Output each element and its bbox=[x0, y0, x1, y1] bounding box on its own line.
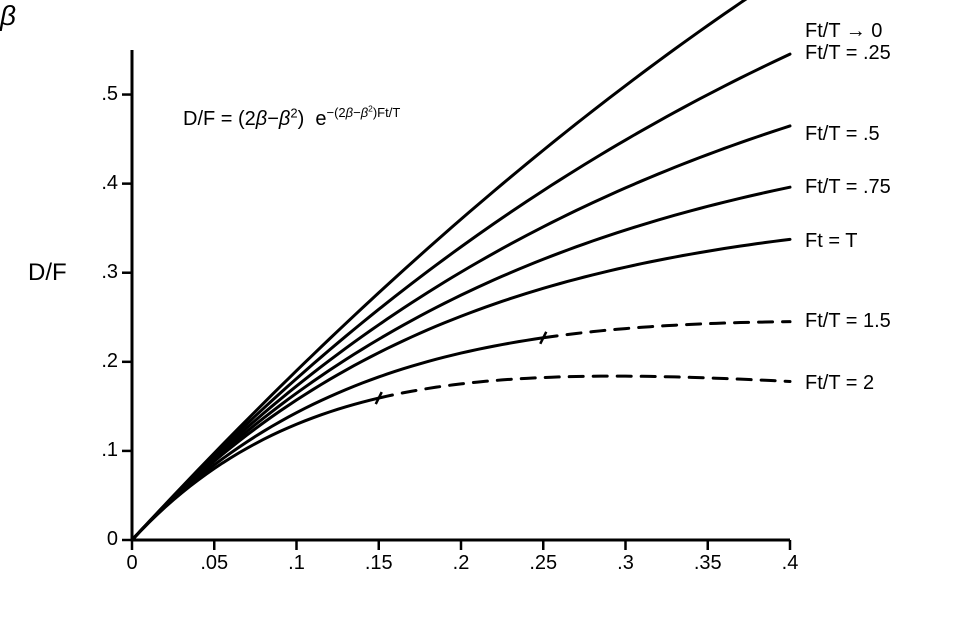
series-curve-dashed bbox=[543, 322, 790, 338]
series-curve-solid bbox=[132, 338, 543, 540]
series-curve bbox=[132, 54, 790, 540]
series-curve bbox=[132, 126, 790, 540]
series-curve bbox=[132, 239, 790, 540]
series-curve bbox=[132, 187, 790, 540]
series-curve-dashed bbox=[379, 376, 790, 398]
plot-svg bbox=[0, 0, 964, 617]
df-vs-beta-chart: 0.05.1.15.2.25.3.35.40.1.2.3.4.5D/FβD/F … bbox=[0, 0, 964, 617]
